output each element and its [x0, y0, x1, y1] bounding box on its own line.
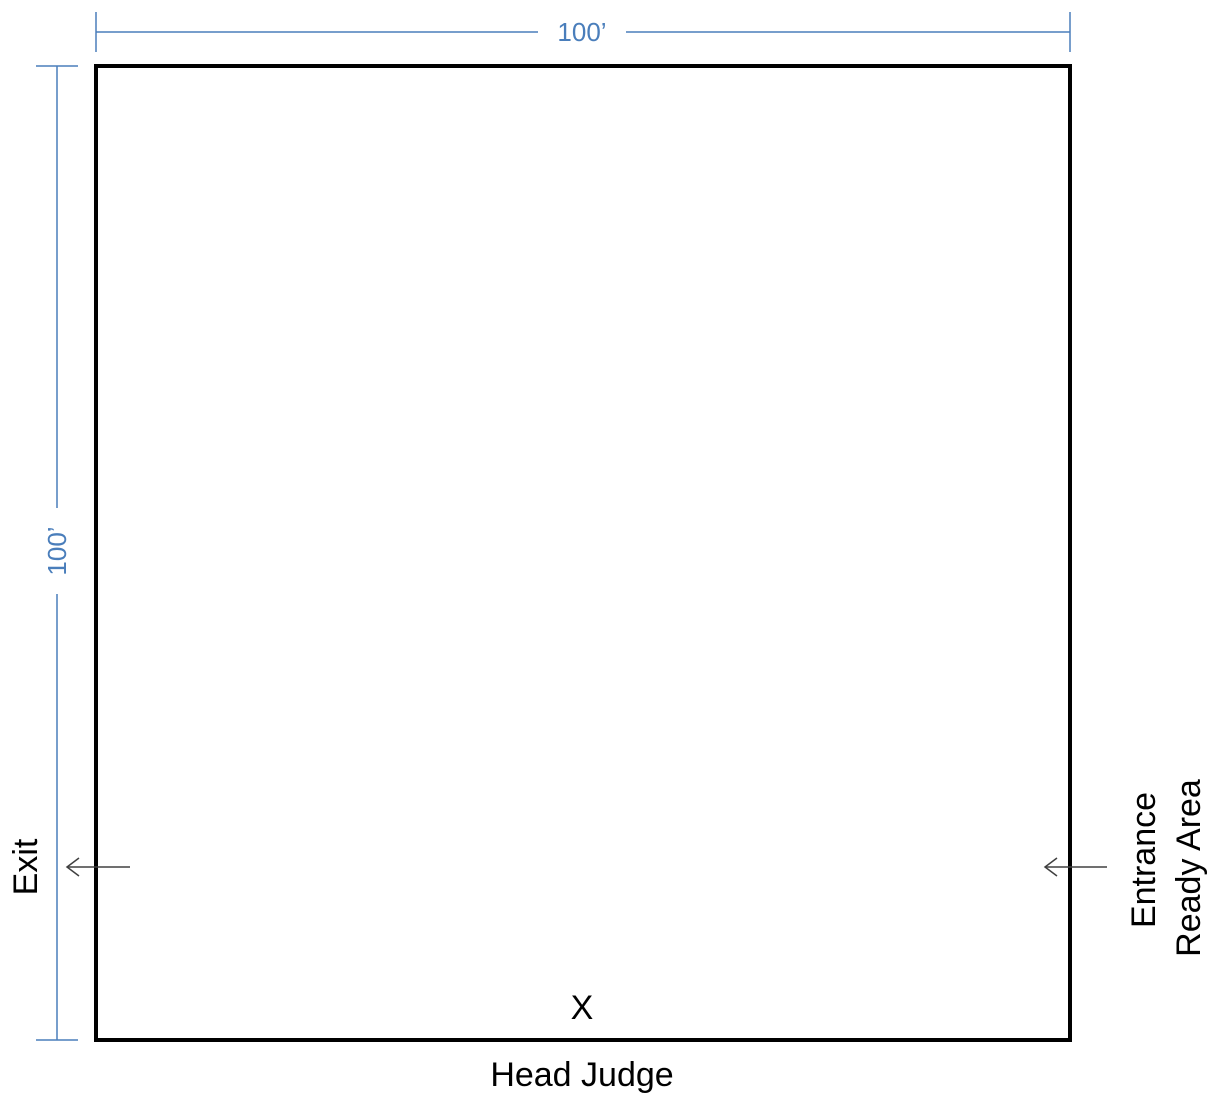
entrance-arrow-icon [1043, 857, 1107, 877]
exit-arrow-icon [65, 857, 130, 877]
ready-area-label: Ready Area [1170, 779, 1208, 957]
arena-outline [94, 64, 1072, 1042]
head-judge-label: Head Judge [490, 1056, 673, 1093]
height-dimension-label: 100’ [42, 526, 72, 575]
exit-label: Exit [7, 838, 45, 895]
judge-position-mark: X [571, 989, 594, 1027]
width-dimension-label: 100’ [557, 17, 606, 47]
height-dimension: 100’ [36, 65, 78, 1041]
entrance-label: Entrance [1125, 792, 1163, 928]
width-dimension: 100’ [95, 12, 1071, 52]
